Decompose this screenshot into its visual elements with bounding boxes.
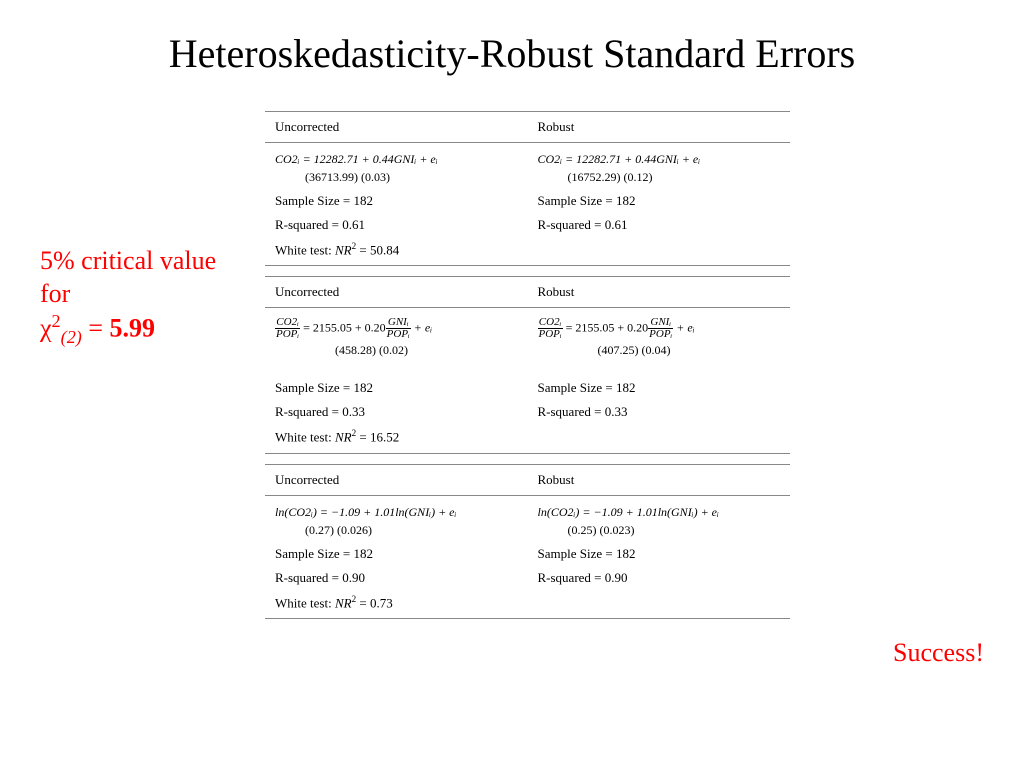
- chi-eq: =: [82, 314, 110, 343]
- p1-r-eq: CO2ᵢ = 12282.71 + 0.44GNIᵢ + eᵢ: [528, 146, 791, 170]
- p1-r-se: (16752.29) (0.12): [528, 170, 791, 189]
- success-label: Success!: [893, 638, 984, 668]
- p3-u-ss: Sample Size = 182: [265, 542, 528, 566]
- p1-u-white: White test: NR2 = 50.84: [265, 237, 528, 262]
- chi-sub: (2): [61, 327, 82, 347]
- p3-r-se: (0.25) (0.023): [528, 523, 791, 542]
- p2-u-white: White test: NR2 = 16.52: [265, 424, 528, 449]
- p2-r-eq: CO2ᵢPOPᵢ = 2155.05 + 0.20GNIᵢPOPᵢ + eᵢ: [528, 311, 791, 343]
- col-header-uncorrected: Uncorrected: [265, 115, 528, 139]
- p3-u-white: White test: NR2 = 0.73: [265, 590, 528, 615]
- p3-r-eq: ln(CO2ᵢ) = −1.09 + 1.01ln(GNIᵢ) + eᵢ: [528, 499, 791, 523]
- panel-2: UncorrectedRobust CO2ᵢPOPᵢ = 2155.05 + 0…: [265, 276, 790, 453]
- p2-r-r2: R-squared = 0.33: [528, 400, 791, 424]
- col-header-uncorrected: Uncorrected: [265, 468, 528, 492]
- col-header-robust: Robust: [528, 280, 791, 304]
- col-header-uncorrected: Uncorrected: [265, 280, 528, 304]
- page-title: Heteroskedasticity-Robust Standard Error…: [0, 30, 1024, 77]
- p1-u-r2: R-squared = 0.61: [265, 213, 528, 237]
- p2-u-se: (458.28) (0.02): [265, 343, 528, 362]
- results-tables: UncorrectedRobust CO2ᵢ = 12282.71 + 0.44…: [265, 108, 790, 629]
- panel-1: UncorrectedRobust CO2ᵢ = 12282.71 + 0.44…: [265, 111, 790, 266]
- p2-u-ss: Sample Size = 182: [265, 376, 528, 400]
- p3-u-se: (0.27) (0.026): [265, 523, 528, 542]
- chi-symbol: χ: [40, 314, 52, 343]
- panel-3: UncorrectedRobust ln(CO2ᵢ) = −1.09 + 1.0…: [265, 464, 790, 619]
- col-header-robust: Robust: [528, 468, 791, 492]
- side-text: 5% critical value for: [40, 246, 216, 308]
- p3-u-eq: ln(CO2ᵢ) = −1.09 + 1.01ln(GNIᵢ) + eᵢ: [265, 499, 528, 523]
- col-header-robust: Robust: [528, 115, 791, 139]
- slide: Heteroskedasticity-Robust Standard Error…: [0, 0, 1024, 768]
- p2-u-eq: CO2ᵢPOPᵢ = 2155.05 + 0.20GNIᵢPOPᵢ + eᵢ: [265, 311, 528, 343]
- critical-value-note: 5% critical value for χ2(2) = 5.99: [40, 245, 240, 349]
- chi-sup: 2: [52, 311, 61, 331]
- p1-r-r2: R-squared = 0.61: [528, 213, 791, 237]
- p1-u-ss: Sample Size = 182: [265, 189, 528, 213]
- p2-u-r2: R-squared = 0.33: [265, 400, 528, 424]
- p1-u-eq: CO2ᵢ = 12282.71 + 0.44GNIᵢ + eᵢ: [265, 146, 528, 170]
- p3-r-ss: Sample Size = 182: [528, 542, 791, 566]
- p1-r-ss: Sample Size = 182: [528, 189, 791, 213]
- chi-val: 5.99: [110, 314, 156, 343]
- p2-r-ss: Sample Size = 182: [528, 376, 791, 400]
- p2-r-se: (407.25) (0.04): [528, 343, 791, 362]
- p3-r-r2: R-squared = 0.90: [528, 566, 791, 590]
- p1-u-se: (36713.99) (0.03): [265, 170, 528, 189]
- p3-u-r2: R-squared = 0.90: [265, 566, 528, 590]
